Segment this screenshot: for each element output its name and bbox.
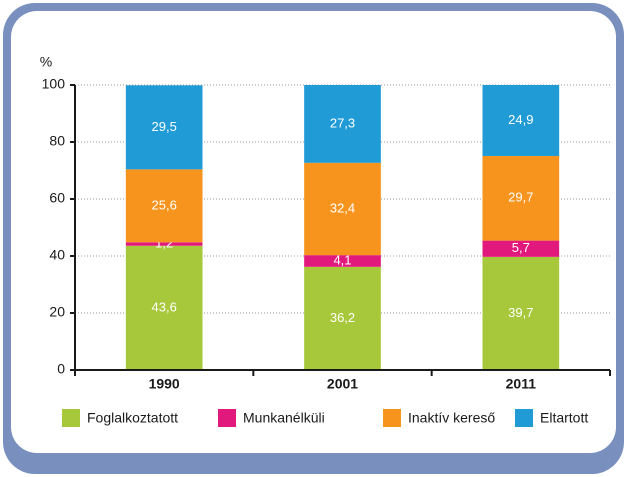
bar-segment xyxy=(304,255,381,267)
data-label: 24,9 xyxy=(508,112,533,127)
legend-label: Munkanélküli xyxy=(243,410,325,426)
legend-swatch xyxy=(383,409,401,427)
x-tick-label: 1990 xyxy=(149,376,180,392)
data-label: 29,7 xyxy=(508,190,533,205)
bar-segment xyxy=(125,242,203,246)
data-label: 5,7 xyxy=(512,240,530,255)
bar-segment xyxy=(125,85,203,170)
data-label: 25,6 xyxy=(152,197,177,212)
bar-segment xyxy=(125,169,203,243)
y-tick-label: 40 xyxy=(49,247,65,263)
bar-segment xyxy=(482,240,560,257)
y-tick-label: 100 xyxy=(42,76,66,92)
x-tick-label: 2001 xyxy=(327,376,358,392)
data-label: 27,3 xyxy=(330,115,355,130)
data-label: 4,1 xyxy=(333,252,351,267)
data-label: 43,6 xyxy=(152,299,177,314)
data-label: 32,4 xyxy=(330,200,355,215)
bar-segment xyxy=(304,162,381,256)
bar-segment xyxy=(482,155,560,241)
y-tick-label: 60 xyxy=(49,190,65,206)
bar-segment xyxy=(304,85,381,163)
legend-label: Foglalkoztatott xyxy=(87,410,178,426)
legend-swatch xyxy=(515,409,533,427)
legend-label: Inaktív kereső xyxy=(408,410,495,426)
x-tick-label: 2011 xyxy=(506,376,537,392)
data-label: 36,2 xyxy=(330,310,355,325)
y-tick-label: 20 xyxy=(49,304,65,320)
bar-segment xyxy=(304,266,381,370)
data-label: 29,5 xyxy=(152,119,177,134)
data-label: 39,7 xyxy=(508,305,533,320)
bar-segment xyxy=(482,85,560,156)
y-tick-label: 0 xyxy=(57,361,65,377)
y-axis-label: % xyxy=(40,54,52,70)
legend-swatch xyxy=(62,409,80,427)
bar-segment xyxy=(482,256,560,370)
y-tick-label: 80 xyxy=(49,133,65,149)
legend-swatch xyxy=(218,409,236,427)
bar-segment xyxy=(125,245,203,370)
legend-label: Eltartott xyxy=(540,410,588,426)
